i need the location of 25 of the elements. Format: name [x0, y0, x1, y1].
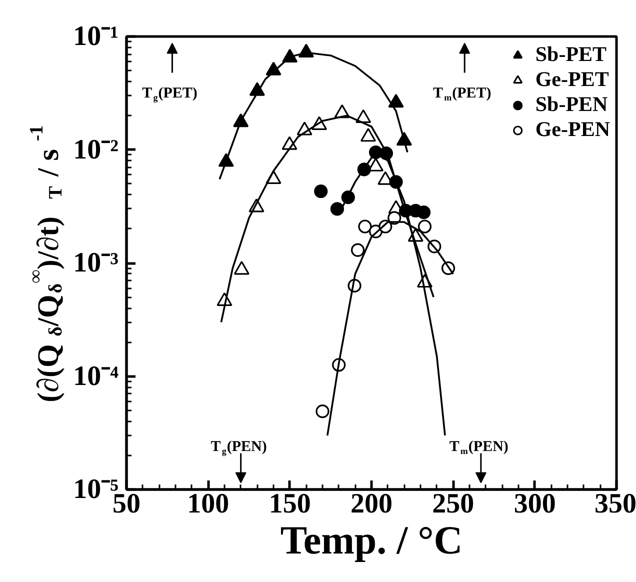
- x-tick-label: 100: [187, 488, 230, 520]
- legend-label: Sb-PET: [535, 42, 607, 67]
- point: [388, 94, 404, 108]
- point: [314, 184, 328, 198]
- point: [316, 404, 330, 418]
- point: [356, 109, 372, 124]
- point: [360, 128, 376, 142]
- point: [358, 220, 372, 234]
- legend-label: Ge-PET: [535, 67, 609, 92]
- point: [418, 220, 432, 234]
- y-tick-label: 10⁻²: [73, 134, 119, 166]
- x-tick-label: 200: [350, 488, 392, 520]
- legend-label: Ge-PEN: [535, 117, 610, 142]
- x-axis-title: Temp. / °C: [280, 518, 463, 562]
- y-tick-label: 10⁻³: [73, 248, 119, 278]
- y-tick-label: 10⁻⁴: [73, 360, 120, 392]
- x-tick-label: 350: [594, 488, 636, 520]
- x-tick-label: 250: [432, 488, 474, 520]
- point: [350, 243, 365, 257]
- x-tick-label: 300: [514, 488, 556, 520]
- point: [416, 206, 431, 220]
- legend-label: Sb-PEN: [535, 92, 608, 117]
- text: (∂(Qδ/Qδ∞)/∂t)T / s-1: [25, 125, 66, 402]
- y-tick-label: 10⁻¹: [73, 21, 119, 52]
- x-tick-label: 150: [268, 488, 311, 520]
